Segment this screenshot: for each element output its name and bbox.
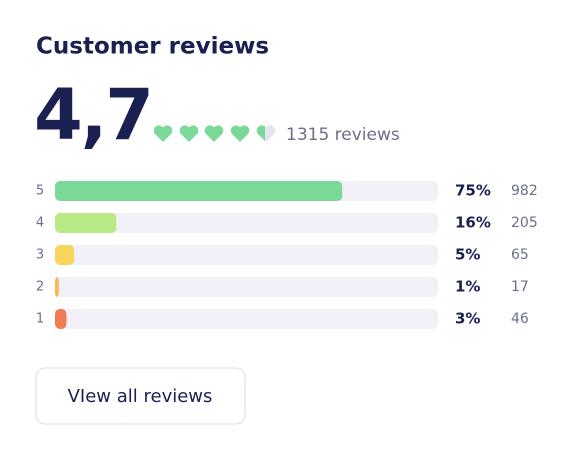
percent-label: 3% — [455, 310, 480, 328]
reviews-count: 1315 reviews — [286, 125, 400, 145]
percent-label: 1% — [455, 278, 480, 296]
bar — [55, 181, 343, 201]
bar — [55, 245, 75, 265]
bar — [55, 277, 59, 297]
bar-track — [55, 245, 438, 265]
view-all-label[interactable]: VIew all reviews — [68, 386, 213, 407]
bar — [55, 309, 67, 329]
count-label: 46 — [511, 311, 529, 327]
count-label: 982 — [511, 183, 538, 199]
heart-icons — [153, 125, 276, 142]
bar-track — [55, 277, 438, 297]
bar-track — [55, 309, 438, 329]
percent-label: 75% — [455, 182, 491, 200]
bar-track — [55, 213, 438, 233]
star-label: 4 — [36, 216, 44, 231]
percent-label: 5% — [455, 246, 480, 264]
count-label: 17 — [511, 279, 529, 295]
count-label: 65 — [511, 247, 529, 263]
star-label: 2 — [36, 280, 44, 295]
star-label: 1 — [36, 312, 44, 327]
percent-label: 16% — [455, 214, 491, 232]
rating-rows: 5 75% 982 4 16% 205 3 5% 65 2 1% 17 1 3% 46 — [36, 181, 538, 329]
view-all-button[interactable] — [35, 367, 246, 425]
rating: 4,7 — [34, 74, 152, 156]
star-label: 5 — [36, 184, 44, 199]
bar — [55, 213, 117, 233]
title: Customer reviews — [36, 34, 269, 60]
count-label: 205 — [511, 215, 538, 231]
star-label: 3 — [36, 248, 44, 263]
